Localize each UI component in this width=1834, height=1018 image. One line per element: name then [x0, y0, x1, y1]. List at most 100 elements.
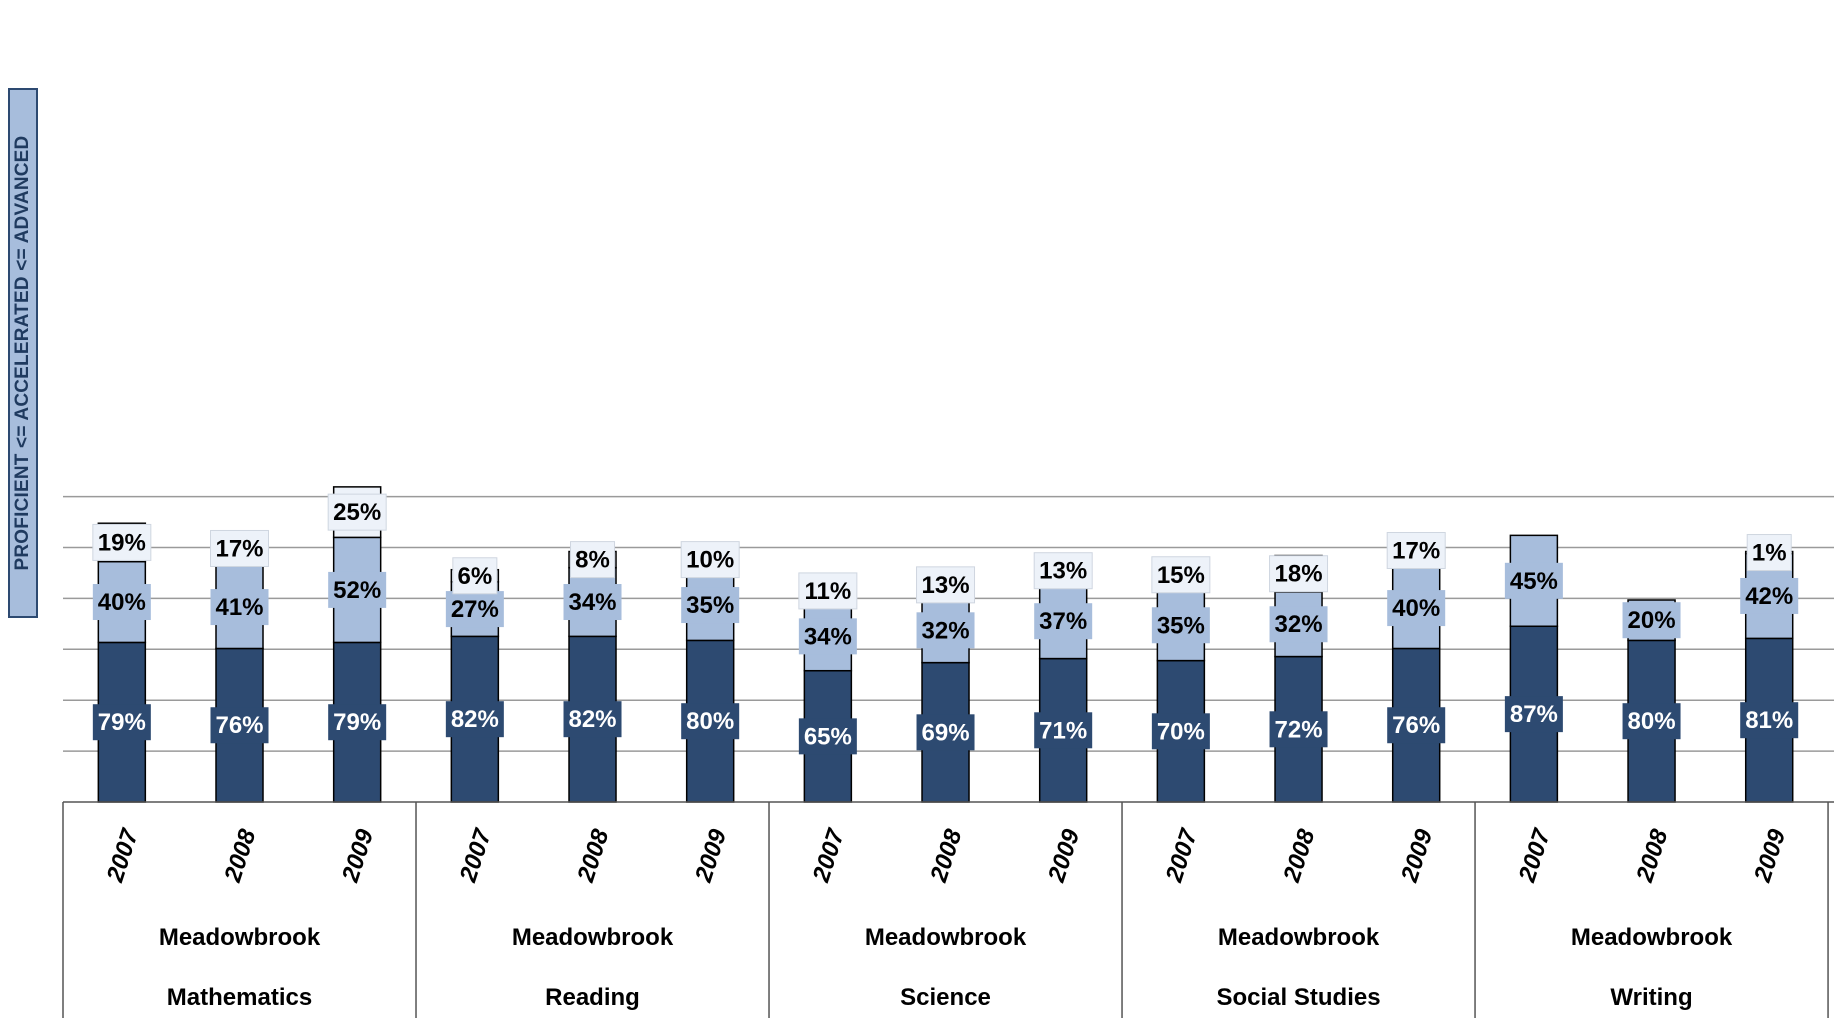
- data-label: 8%: [575, 547, 610, 574]
- data-label: 79%: [333, 709, 381, 736]
- data-label-box: [210, 529, 270, 567]
- x-tick-label-year: 2008: [925, 826, 968, 887]
- data-label: 6%: [458, 563, 493, 590]
- data-label: 72%: [1275, 716, 1323, 743]
- data-label: 34%: [568, 589, 616, 616]
- data-label: 81%: [1745, 707, 1793, 734]
- data-label-box: [1387, 590, 1446, 627]
- data-label-box: [680, 541, 740, 579]
- data-label-box: [798, 718, 857, 755]
- data-label: 13%: [1039, 558, 1087, 585]
- data-label: 19%: [98, 529, 146, 556]
- data-label-box: [1269, 555, 1329, 593]
- data-label: 42%: [1745, 583, 1793, 610]
- data-label-box: [1269, 606, 1328, 643]
- data-label: 40%: [98, 589, 146, 616]
- data-label: 80%: [1628, 708, 1676, 735]
- data-label-box: [798, 618, 857, 655]
- data-label-box: [916, 612, 975, 649]
- data-label: 82%: [451, 706, 499, 733]
- data-label: 76%: [1392, 712, 1440, 739]
- data-label: 37%: [1039, 608, 1087, 635]
- data-label-box: [1151, 556, 1211, 594]
- data-label: 35%: [686, 592, 734, 619]
- x-tick-label-year: 2009: [1749, 826, 1792, 887]
- data-label: 17%: [1392, 538, 1440, 565]
- data-label-box: [1622, 703, 1681, 740]
- x-group-label-subject: Science: [900, 984, 991, 1011]
- x-tick-label-year: 2009: [1396, 826, 1439, 887]
- data-label-box: [1740, 702, 1799, 739]
- data-label-box: [916, 714, 975, 751]
- data-label-box: [445, 701, 504, 738]
- x-tick-label-year: 2009: [1043, 826, 1086, 887]
- data-label: 65%: [804, 723, 852, 750]
- data-label: 40%: [1392, 595, 1440, 622]
- data-label: 1%: [1752, 540, 1787, 567]
- x-tick-label-year: 2008: [1631, 826, 1674, 887]
- x-group-label-school: Meadowbrook: [1218, 924, 1380, 951]
- data-label-box: [1504, 562, 1563, 599]
- data-label-box: [1034, 712, 1093, 749]
- data-label: 25%: [333, 499, 381, 526]
- data-label-box: [1386, 532, 1446, 570]
- x-tick-label-year: 2007: [1513, 825, 1556, 887]
- data-label: 32%: [1275, 611, 1323, 638]
- x-group-label-subject: Social Studies: [1217, 984, 1381, 1011]
- data-label-box: [916, 566, 976, 604]
- data-label-box: [1504, 696, 1563, 733]
- data-label-box: [1269, 711, 1328, 748]
- data-label: 45%: [1510, 568, 1558, 595]
- data-label: 32%: [922, 617, 970, 644]
- data-label: 27%: [451, 596, 499, 623]
- x-tick-label-year: 2007: [807, 825, 850, 887]
- x-tick-label-year: 2009: [337, 826, 380, 887]
- data-label: 41%: [215, 594, 263, 621]
- x-tick-label-year: 2007: [101, 825, 144, 887]
- data-label-box: [210, 707, 269, 744]
- data-label: 17%: [215, 535, 263, 562]
- data-label-box: [92, 584, 151, 621]
- data-label-box: [452, 557, 498, 595]
- data-label: 76%: [215, 712, 263, 739]
- x-group-label-subject: Writing: [1610, 984, 1692, 1011]
- data-label-box: [445, 591, 504, 628]
- data-label-box: [210, 589, 269, 626]
- x-tick-label-year: 2008: [219, 826, 262, 887]
- x-group-label-school: Meadowbrook: [159, 924, 321, 951]
- data-label-box: [681, 703, 740, 740]
- data-label-box: [681, 587, 740, 624]
- data-label: 35%: [1157, 612, 1205, 639]
- data-label: 34%: [804, 623, 852, 650]
- data-label-box: [1387, 707, 1446, 744]
- data-label: 18%: [1275, 561, 1323, 588]
- data-label-box: [328, 571, 387, 608]
- data-label-box: [570, 541, 616, 579]
- data-label-box: [1034, 603, 1093, 640]
- data-label-box: [1740, 577, 1799, 614]
- data-label: 79%: [98, 709, 146, 736]
- data-label: 15%: [1157, 562, 1205, 589]
- data-label-box: [1033, 552, 1093, 590]
- data-label-box: [563, 584, 622, 621]
- data-label-box: [328, 704, 387, 741]
- data-label: 87%: [1510, 701, 1558, 728]
- data-label-box: [1151, 713, 1210, 750]
- data-label: 69%: [922, 719, 970, 746]
- data-label-box: [563, 701, 622, 738]
- data-label: 52%: [333, 577, 381, 604]
- x-tick-label-year: 2008: [1278, 826, 1321, 887]
- data-label-box: [1622, 602, 1681, 639]
- data-label: 11%: [804, 578, 851, 605]
- data-label: 13%: [922, 572, 970, 599]
- x-tick-label-year: 2007: [454, 825, 497, 887]
- data-label: 20%: [1628, 607, 1676, 634]
- data-label: 80%: [686, 708, 734, 735]
- x-group-label-school: Meadowbrook: [865, 924, 1027, 951]
- data-label: 70%: [1157, 718, 1205, 745]
- data-label-box: [1746, 534, 1792, 572]
- x-tick-label-year: 2007: [1160, 825, 1203, 887]
- x-group-label-subject: Reading: [545, 984, 640, 1011]
- y-axis-title-box: [8, 88, 38, 618]
